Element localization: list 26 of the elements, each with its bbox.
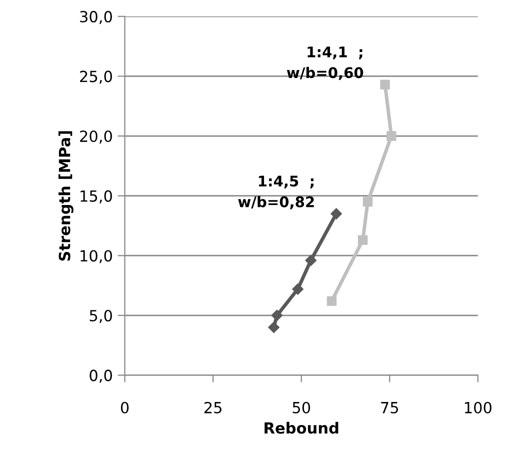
x-axis-title: Rebound	[264, 422, 338, 434]
point	[292, 283, 304, 295]
point	[358, 235, 368, 245]
y-tick-label: 20,0	[80, 130, 112, 144]
point	[305, 254, 316, 266]
point	[271, 310, 283, 322]
series-label: 1:4,1 ; w/b=0,60	[286, 46, 364, 80]
point	[330, 208, 342, 220]
point	[362, 196, 373, 207]
y-axis-title: Strength [MPa]	[58, 131, 74, 261]
y-tick-label: 10,0	[80, 250, 112, 264]
x-tick-label: 100	[464, 402, 492, 414]
x-tick-label: 75	[381, 402, 398, 414]
y-tick-label: 0,0	[90, 370, 112, 383]
y-tick-label: 15,0	[80, 190, 112, 204]
y-tick-label: 5,0	[90, 310, 112, 323]
x-tick-label: 0	[120, 402, 129, 414]
point	[326, 296, 337, 306]
y-tick-label: 25,0	[80, 70, 112, 84]
series-label: 1:4,5 ; w/b=0,82	[238, 176, 314, 210]
y-tick-label: 30,0	[80, 10, 112, 24]
point	[380, 80, 390, 90]
x-tick-label: 50	[292, 402, 310, 414]
point	[386, 131, 396, 141]
x-tick-label: 25	[204, 402, 222, 414]
point	[268, 322, 280, 333]
